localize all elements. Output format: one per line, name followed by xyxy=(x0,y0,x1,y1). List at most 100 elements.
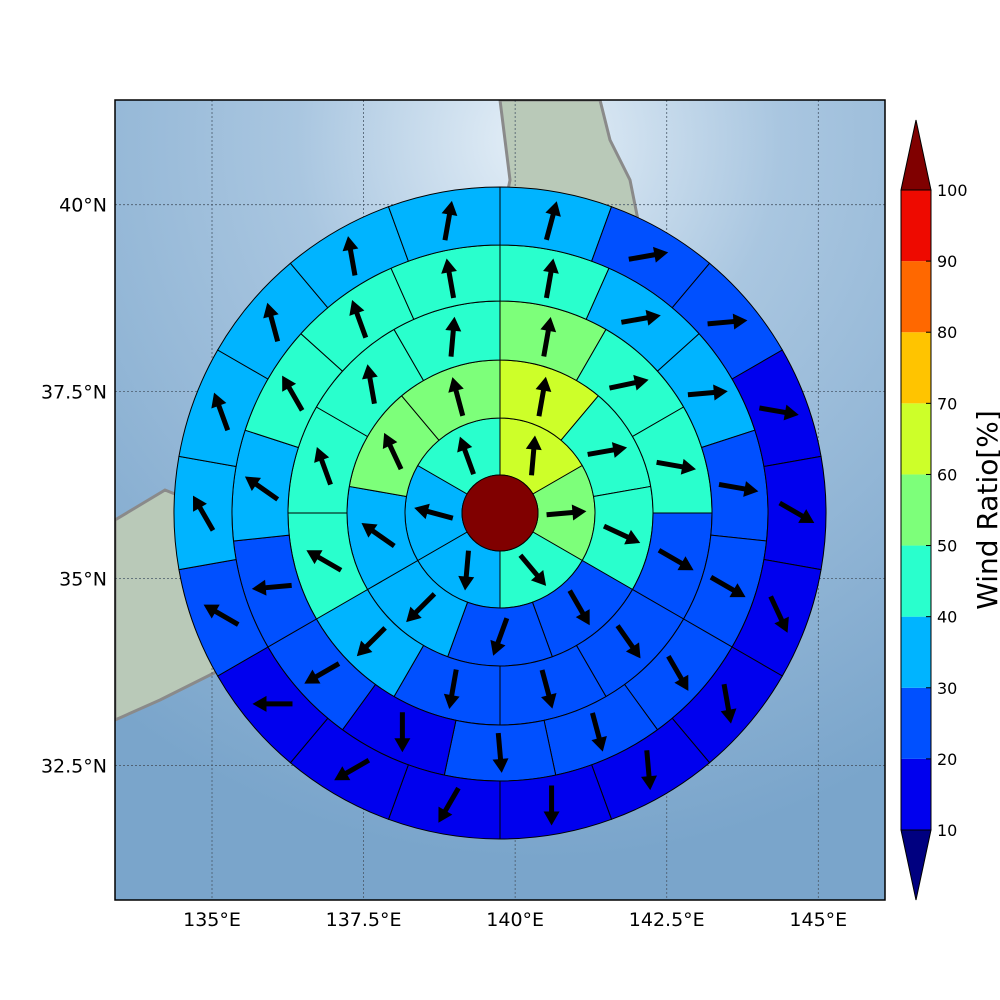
y-tick-label: 37.5°N xyxy=(41,382,107,404)
map-panel xyxy=(114,99,886,901)
wind-arrow xyxy=(540,317,557,357)
wind-arrow xyxy=(252,695,293,712)
colorbar-segment xyxy=(901,332,931,404)
wind-arrow xyxy=(306,550,343,573)
wind-arrow xyxy=(628,246,669,263)
wind-arrow xyxy=(778,500,815,523)
colorbar-tick-label: 50 xyxy=(937,537,957,556)
x-tick-label: 140°E xyxy=(486,909,544,931)
wind-arrow xyxy=(414,503,454,521)
wind-arrow xyxy=(707,313,748,330)
wind-arrow xyxy=(441,200,458,241)
wind-arrow xyxy=(458,550,475,591)
wind-arrow xyxy=(193,495,216,532)
wind-arrow xyxy=(587,442,628,458)
colorbar-title: Wind Ratio[%] xyxy=(971,410,1000,610)
colorbar: 10 20 30 40 50 60 70 80 90 100 xyxy=(900,119,968,901)
colorbar-segment xyxy=(901,261,931,333)
wind-arrow xyxy=(438,786,461,823)
wind-arrow xyxy=(342,236,359,276)
wind-arrow xyxy=(641,750,657,791)
wind-arrows xyxy=(193,200,815,826)
center-disk xyxy=(461,474,539,552)
wind-arrow xyxy=(567,589,590,626)
wind-arrow xyxy=(492,732,509,773)
wind-arrow xyxy=(718,481,759,497)
colorbar-tick-label: 10 xyxy=(937,821,957,840)
wind-arrow xyxy=(543,258,559,299)
wind-arrow xyxy=(457,436,476,476)
wind-arrow xyxy=(546,504,587,521)
wind-arrow xyxy=(620,309,661,326)
wind-arrow xyxy=(394,712,411,753)
colorbar-segment xyxy=(901,545,931,617)
colorbar-tick-label: 30 xyxy=(937,679,957,698)
wind-arrow xyxy=(211,392,231,432)
wind-arrow xyxy=(543,785,560,826)
y-tick-label: 35°N xyxy=(59,569,107,591)
wind-arrow xyxy=(282,375,305,412)
wind-arrow xyxy=(382,432,404,471)
y-tick-label: 32.5°N xyxy=(41,755,107,777)
colorbar-segment xyxy=(901,474,931,546)
wind-arrow xyxy=(543,201,561,241)
colorbar-tick-label: 100 xyxy=(937,181,968,200)
wind-arrow xyxy=(687,384,728,401)
colorbar-tick-label: 60 xyxy=(937,465,957,484)
wind-arrow xyxy=(304,661,341,684)
wind-arrow xyxy=(608,374,649,391)
wind-arrow xyxy=(657,548,694,571)
wind-arrow xyxy=(334,758,371,781)
wind-arrow xyxy=(251,579,292,596)
colorbar-tick-label: 70 xyxy=(937,394,957,413)
wind-arrow xyxy=(615,624,641,659)
wind-arrow xyxy=(590,712,607,752)
wind-arrow xyxy=(244,476,280,502)
colorbar-segment xyxy=(901,616,931,688)
wind-arrow xyxy=(602,523,641,545)
x-tick-label: 142.5°E xyxy=(629,909,705,931)
wind-arrow xyxy=(362,364,378,405)
colorbar-segment xyxy=(901,758,931,830)
wind-arrow xyxy=(263,302,281,343)
colorbar-extend-min xyxy=(900,829,932,901)
wind-arrow xyxy=(768,595,789,633)
wind-arrow xyxy=(406,592,437,623)
x-axis-ticks: 135°E 137.5°E 140°E 142.5°E 145°E xyxy=(183,909,847,931)
map-frame xyxy=(114,99,886,901)
wind-arrow xyxy=(314,446,333,486)
wind-arrow xyxy=(349,300,369,339)
wind-arrow xyxy=(666,655,689,691)
wind-arrow xyxy=(656,458,696,475)
wind-arrow xyxy=(758,404,799,421)
x-tick-label: 145°E xyxy=(789,909,847,931)
wind-arrow xyxy=(490,617,510,656)
x-tick-label: 135°E xyxy=(183,909,241,931)
wind-arrow xyxy=(361,523,396,549)
y-tick-label: 40°N xyxy=(59,195,107,217)
colorbar-tick-label: 20 xyxy=(937,750,957,769)
wind-arrow xyxy=(535,376,552,417)
colorbar-segment xyxy=(901,687,931,759)
wind-arrow xyxy=(356,626,387,657)
colorbar-tick-label: 90 xyxy=(937,252,957,271)
colorbar-extend-max xyxy=(900,119,932,191)
wind-arrow xyxy=(539,669,557,709)
colorbar-segment xyxy=(901,403,931,475)
wind-arrow xyxy=(709,574,746,598)
wind-arrow xyxy=(448,377,466,417)
colorbar-segment xyxy=(901,190,931,262)
colorbar-outline xyxy=(900,189,932,831)
wind-arrow xyxy=(525,435,542,476)
wind-arrow xyxy=(445,316,462,357)
wind-arrow xyxy=(518,553,547,586)
wind-arrow xyxy=(443,669,460,709)
wind-sector xyxy=(231,429,300,542)
wind-arrow xyxy=(441,258,457,299)
wind-arrow xyxy=(203,604,240,627)
colorbar-tick-label: 40 xyxy=(937,608,957,627)
y-axis-ticks: 40°N 37.5°N 35°N 32.5°N xyxy=(41,195,107,778)
wind-sector xyxy=(387,186,501,262)
wind-arrow xyxy=(720,683,737,724)
